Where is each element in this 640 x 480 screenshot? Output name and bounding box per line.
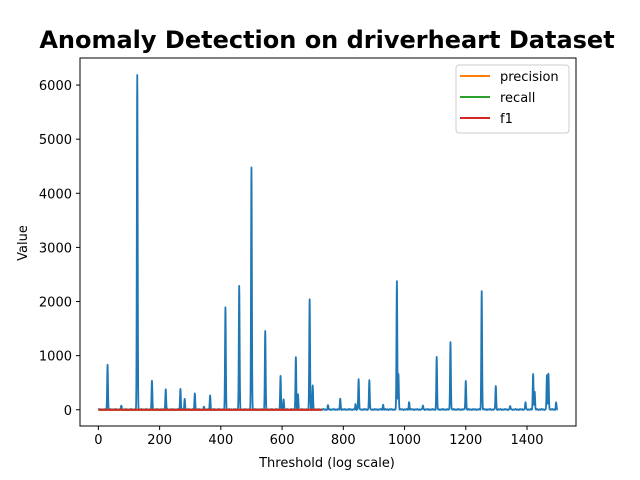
plot-area xyxy=(97,74,559,411)
y-axis-label: Value xyxy=(16,225,31,261)
x-tick-label: 1400 xyxy=(510,433,543,448)
x-tick-label: 1200 xyxy=(449,433,482,448)
x-tick-label: 400 xyxy=(208,433,233,448)
chart-title: Anomaly Detection on driverheart Dataset xyxy=(39,26,614,54)
y-tick-label: 5000 xyxy=(39,133,72,148)
axes-frame xyxy=(79,57,577,427)
y-tick-label: 6000 xyxy=(39,79,72,94)
y-tick-label: 4000 xyxy=(39,187,72,202)
x-tick-label: 600 xyxy=(270,433,295,448)
legend-label-f1: f1 xyxy=(500,112,513,127)
x-tick-label: 800 xyxy=(331,433,356,448)
y-tick-label: 0 xyxy=(64,404,72,419)
legend-box xyxy=(455,64,570,134)
legend-label-precision: precision xyxy=(500,70,559,85)
x-tick-label: 0 xyxy=(94,433,102,448)
y-tick-label: 2000 xyxy=(39,296,72,311)
axes: 0 200 400 600 800 1000 1200 1400 0 1000 2000 3000 40… xyxy=(39,57,577,448)
x-axis-label: Threshold (log scale) xyxy=(258,456,395,471)
x-tick-label: 200 xyxy=(147,433,172,448)
legend-label-recall: recall xyxy=(500,91,535,106)
y-tick-label: 3000 xyxy=(39,241,72,256)
x-tick-label: 1000 xyxy=(388,433,421,448)
y-tick-label: 1000 xyxy=(39,350,72,365)
legend: precision recall f1 xyxy=(455,64,570,134)
